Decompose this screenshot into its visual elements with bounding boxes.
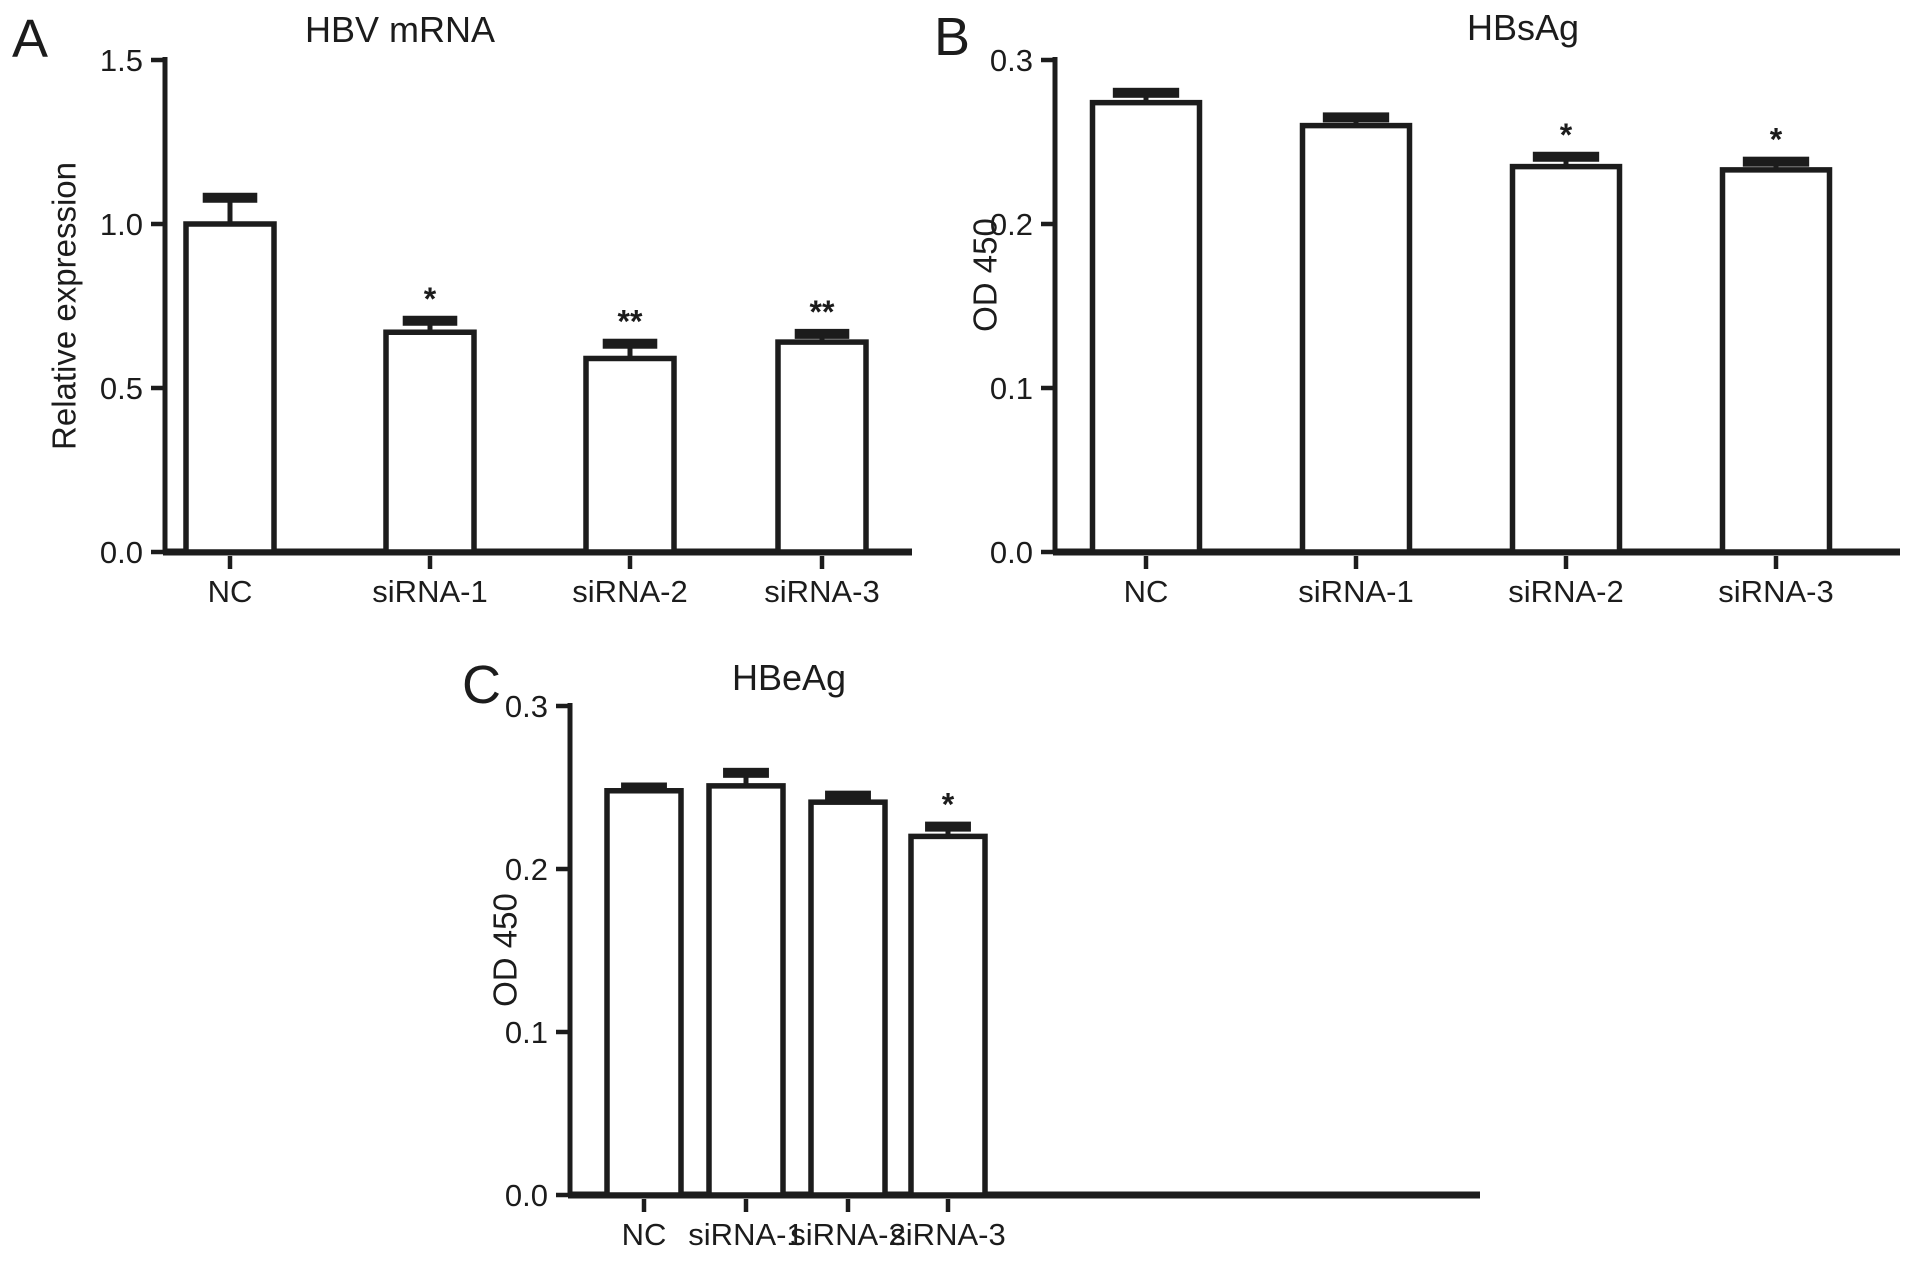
error-bar-cap [1742, 156, 1810, 167]
significance-label: * [942, 787, 955, 823]
y-tick-label: 0.0 [100, 535, 143, 570]
error-bar-cap [1112, 87, 1180, 98]
y-tick-label: 0.0 [990, 535, 1033, 570]
bar-siRNA-1 [383, 329, 477, 555]
y-tick-label: 0.1 [990, 371, 1033, 406]
error-bar-cap [402, 315, 458, 326]
error-bar-cap [794, 328, 850, 339]
x-category-label-NC: NC [1124, 574, 1169, 609]
error-bar-cap [202, 192, 258, 203]
chart-panel-b: 0.0 0.1 0.2 0.3 NC siRNA-1 * siRNA-2 * siRNA-3 [990, 43, 1900, 609]
error-bar-cap [1322, 112, 1390, 123]
x-category-label-siRNA-1: siRNA-1 [1298, 574, 1413, 609]
chart-title-hbv-mrna: HBV mRNA [304, 9, 496, 50]
error-bar-cap [602, 338, 658, 349]
significance-label: ** [618, 304, 643, 340]
x-category-label-siRNA-2: siRNA-2 [790, 1217, 905, 1252]
significance-label: * [1560, 117, 1573, 153]
y-axis-label-od450-b: OD 450 [966, 218, 1004, 332]
bar-NC [1089, 99, 1203, 555]
x-category-label-siRNA-3: siRNA-3 [764, 574, 879, 609]
y-tick-label: 0.5 [100, 371, 143, 406]
y-tick-label: 1.0 [100, 207, 143, 242]
error-bar-cap [1532, 151, 1600, 162]
significance-label: ** [810, 294, 835, 330]
x-category-label-siRNA-1: siRNA-1 [688, 1217, 803, 1252]
y-axis-label-relative-expression: Relative expression [45, 162, 83, 450]
x-category-label-siRNA-1: siRNA-1 [372, 574, 487, 609]
bar-siRNA-2 [583, 355, 677, 555]
bar-NC [604, 788, 684, 1198]
bar-siRNA-1 [1299, 122, 1413, 555]
y-tick-label: 1.5 [100, 43, 143, 78]
x-category-label-siRNA-2: siRNA-2 [1508, 574, 1623, 609]
x-category-label-NC: NC [622, 1217, 667, 1252]
significance-label: * [424, 281, 437, 317]
bar-siRNA-3 [908, 833, 988, 1198]
x-category-label-siRNA-3: siRNA-3 [890, 1217, 1005, 1252]
y-tick-label: 0.3 [990, 43, 1033, 78]
x-category-label-NC: NC [208, 574, 253, 609]
significance-label: * [1770, 122, 1783, 158]
chart-title-hbeag: HBeAg [731, 657, 847, 698]
chart-panel-a: 0.0 0.5 1.0 1.5 NC * siRNA-1 ** siRNA-2 ** siRNA-3 [100, 43, 912, 609]
error-bar-cap [825, 790, 871, 801]
bar-NC [183, 221, 277, 555]
y-tick-label: 0.2 [990, 207, 1033, 242]
y-axis-label-od450-c: OD 450 [486, 893, 524, 1007]
bar-siRNA-1 [706, 783, 786, 1198]
x-category-label-siRNA-3: siRNA-3 [1718, 574, 1833, 609]
x-category-label-siRNA-2: siRNA-2 [572, 574, 687, 609]
bar-siRNA-3 [1719, 167, 1833, 555]
error-bar-cap [925, 821, 971, 832]
y-tick-label: 0.2 [505, 852, 548, 887]
chart-title-hbsag: HBsAg [1466, 7, 1580, 48]
y-tick-label: 0.3 [505, 689, 548, 724]
panel-letter-c: C [462, 655, 501, 715]
bar-siRNA-2 [1509, 163, 1623, 555]
panel-letter-a: A [12, 9, 49, 69]
error-bar-cap [621, 782, 667, 793]
panel-letter-b: B [934, 7, 971, 67]
y-tick-label: 0.0 [505, 1178, 548, 1213]
error-bar-cap [723, 767, 769, 778]
y-tick-label: 0.1 [505, 1015, 548, 1050]
bar-siRNA-2 [808, 799, 888, 1198]
bar-siRNA-3 [775, 339, 869, 555]
